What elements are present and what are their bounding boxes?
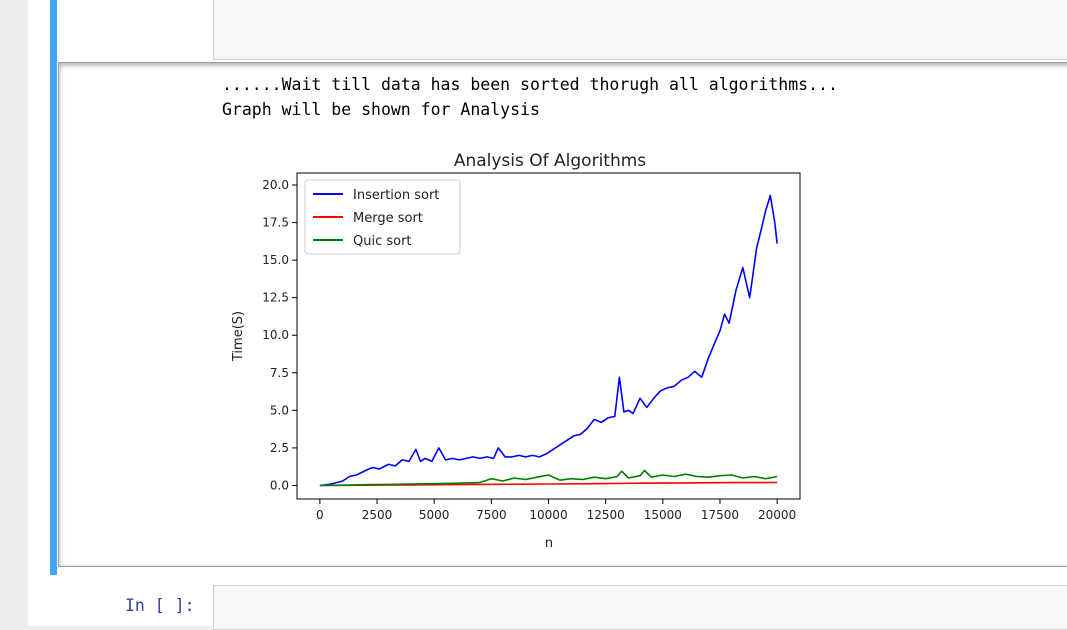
output-line-1: ......Wait till data has been sorted tho… [222, 75, 838, 94]
legend-label: Merge sort [353, 211, 423, 226]
output-stream-text: ......Wait till data has been sorted tho… [222, 72, 838, 122]
chart-legend: Insertion sort Merge sort Quic sort [304, 179, 461, 255]
y-tick-label: 15.0 [262, 253, 289, 267]
series-line-insertion-sort [319, 194, 778, 487]
code-input-area[interactable] [213, 0, 1067, 60]
x-tick-label: 12500 [587, 508, 625, 522]
legend-box [304, 179, 461, 255]
y-tick-label: 17.5 [262, 216, 289, 230]
chart-title: Analysis Of Algorithms [454, 151, 646, 171]
cell-selection-bar [50, 0, 57, 575]
y-tick-label: 12.5 [262, 291, 289, 305]
x-tick-label: 0 [316, 508, 324, 522]
y-tick-label: 0.0 [270, 478, 289, 492]
y-axis-ticks: 0.0 2.5 5.0 7.5 10.0 12.5 15.0 17.5 20.0 [262, 178, 297, 492]
plot-lines [319, 194, 778, 487]
y-tick-label: 20.0 [262, 178, 289, 192]
y-tick-label: 5.0 [270, 403, 289, 417]
x-tick-label: 17500 [701, 508, 739, 522]
y-tick-label: 10.0 [262, 328, 289, 342]
x-tick-label: 5000 [419, 508, 450, 522]
series-line-quic-sort [319, 469, 778, 487]
legend-label: Insertion sort [353, 188, 439, 203]
y-tick-label: 2.5 [270, 441, 289, 455]
cell-output-area [58, 62, 1067, 567]
empty-code-input[interactable] [213, 585, 1067, 630]
output-line-2: Graph will be shown for Analysis [222, 100, 540, 119]
y-tick-label: 7.5 [270, 366, 289, 380]
legend-label: Quic sort [353, 234, 412, 249]
x-axis-ticks: 0 2500 5000 7500 10000 12500 15000 17500 20000 [316, 499, 796, 522]
x-tick-label: 10000 [529, 508, 567, 522]
x-tick-label: 7500 [476, 508, 507, 522]
x-tick-label: 15000 [644, 508, 682, 522]
x-tick-label: 20000 [758, 508, 796, 522]
x-tick-label: 2500 [362, 508, 393, 522]
analysis-chart: Analysis Of Algorithms 0 2500 5000 7500 1000… [231, 151, 801, 551]
x-axis-label: n [545, 536, 553, 551]
input-prompt: In [ ]: [125, 596, 195, 615]
y-axis-label: Time(S) [231, 311, 246, 362]
